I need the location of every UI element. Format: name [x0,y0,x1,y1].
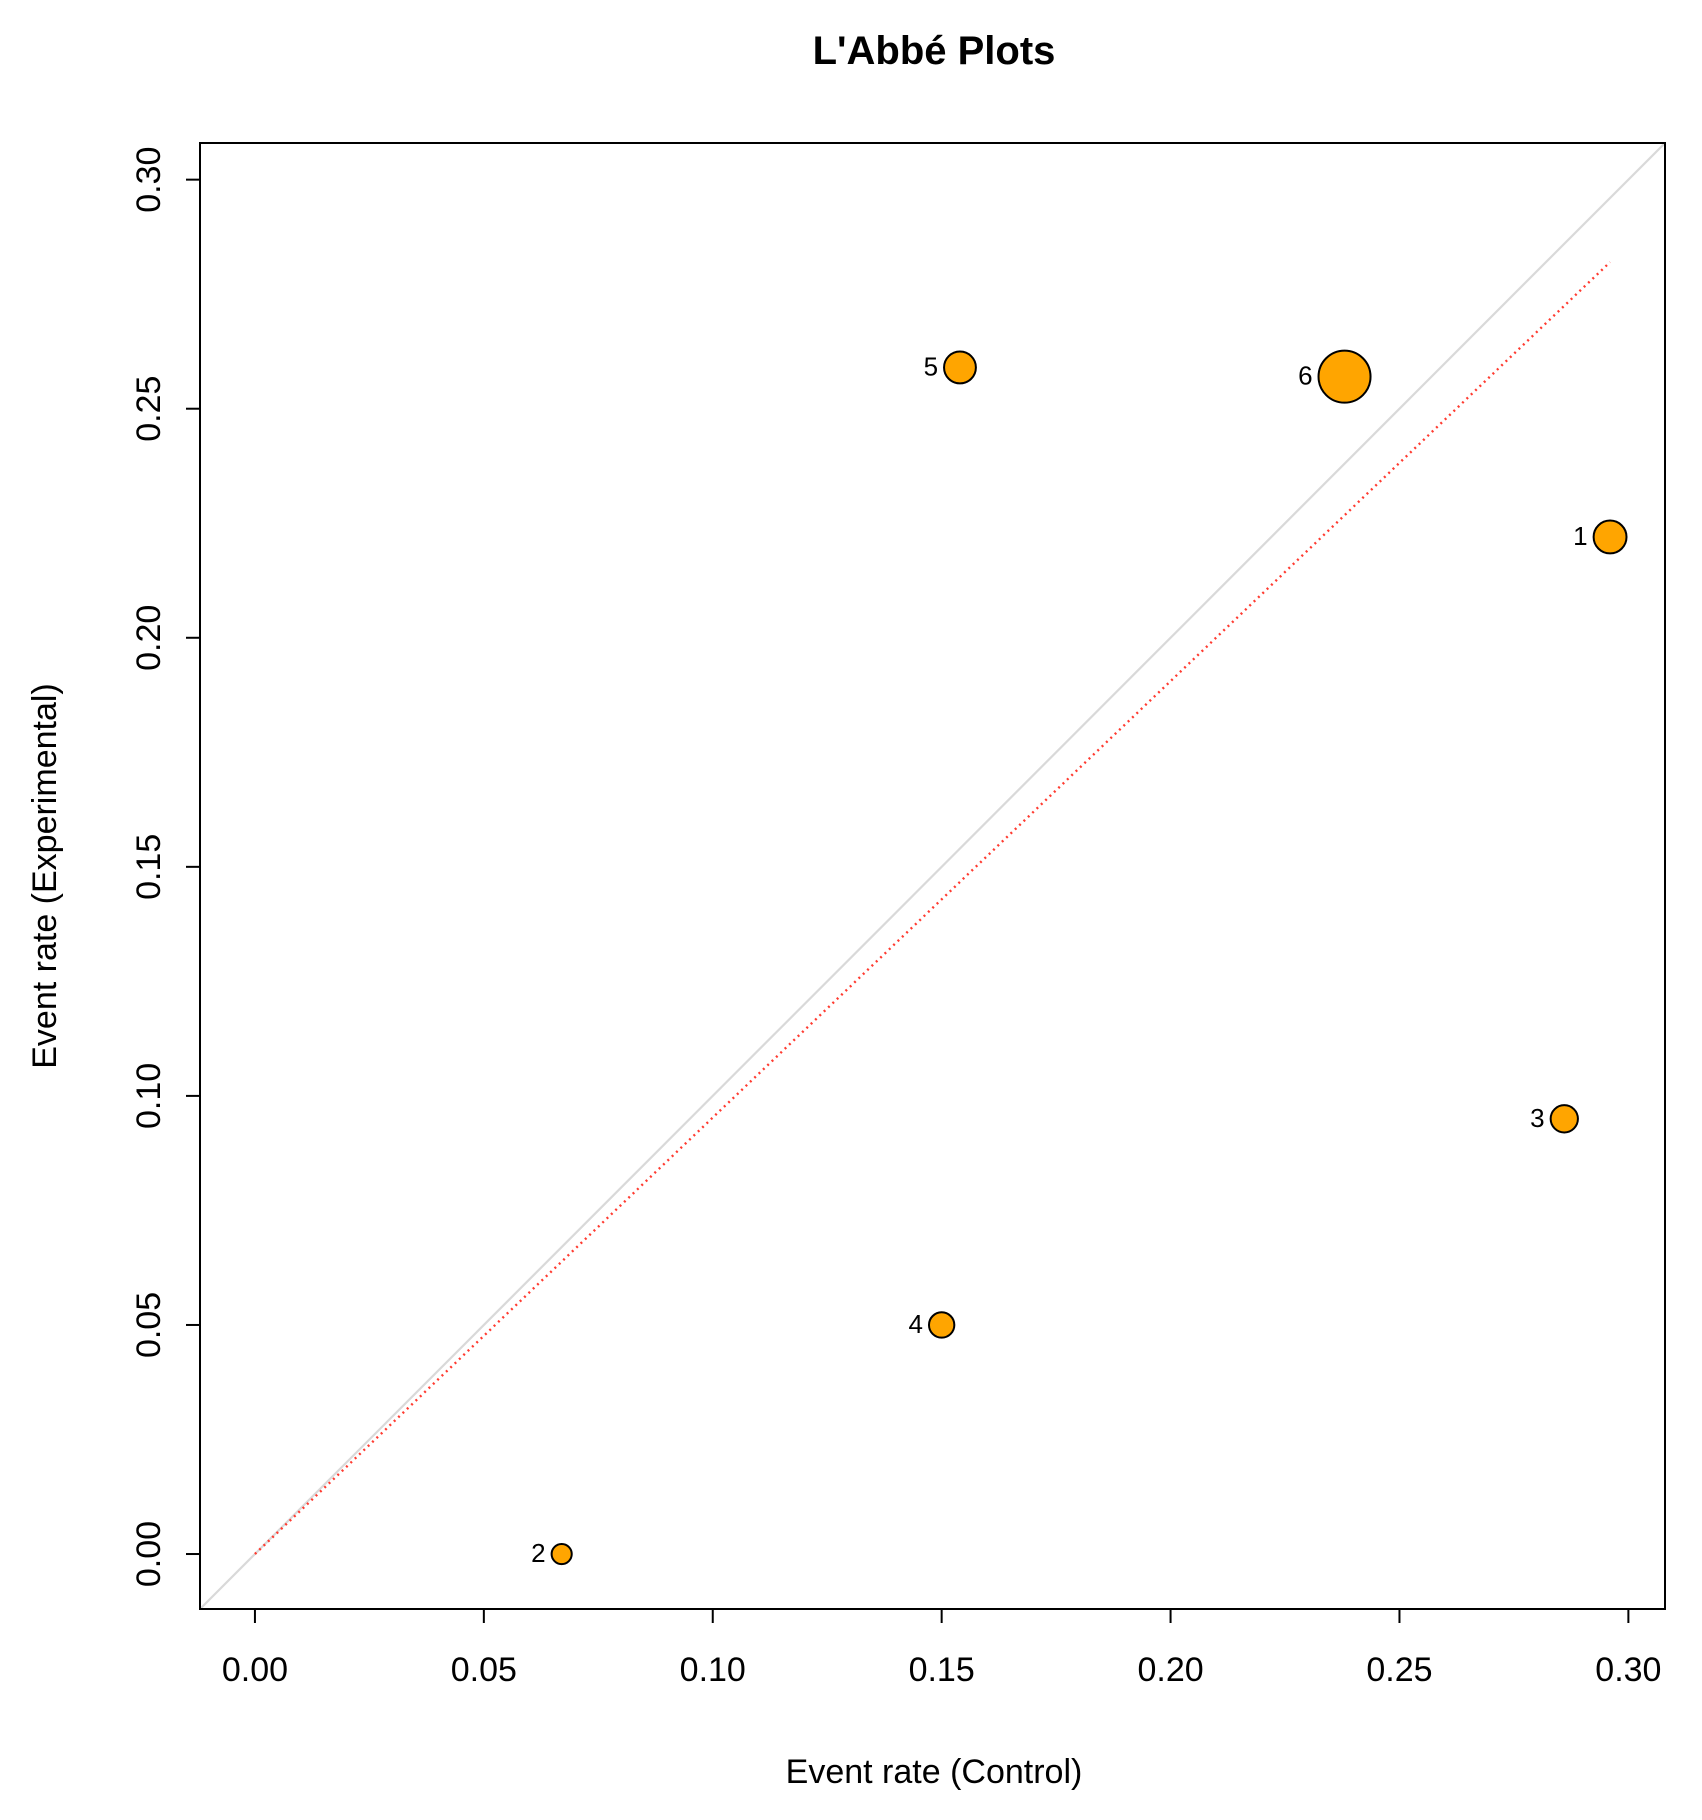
plot-area: 0.00 0.05 0.10 0.15 0.20 0.25 0.30 0.00 0.05 0.10… [130,142,1666,1689]
study-label-4: 4 [909,1309,923,1339]
x-tick-label: 0.15 [909,1651,975,1689]
study-label-3: 3 [1530,1103,1544,1133]
study-point-5 [943,350,977,385]
x-tick-label: 0.10 [680,1651,746,1689]
study-label-2: 2 [531,1538,545,1568]
study-point-2 [550,1542,573,1566]
y-axis-title: Event rate (Experimental) [26,683,64,1069]
y-tick-label: 0.30 [130,147,168,213]
study-label-6: 6 [1298,361,1312,391]
study-point-3 [1549,1104,1579,1134]
x-tick-label: 0.25 [1366,1651,1432,1689]
y-tick-label: 0.20 [130,605,168,671]
study-point-1 [1592,519,1628,555]
y-tick-label: 0.10 [130,1063,168,1129]
y-tick-label: 0.00 [130,1521,168,1587]
study-label-1: 1 [1573,521,1587,551]
study-point-4 [927,1311,956,1339]
study-point-6 [1317,349,1372,404]
y-tick-label: 0.25 [130,376,168,442]
x-tick-label: 0.00 [222,1651,288,1689]
study-label-5: 5 [924,351,938,381]
reference-line-identity [200,143,1665,1609]
x-tick-label: 0.05 [451,1651,517,1689]
y-tick-label: 0.15 [130,834,168,900]
chart-title: L'Abbé Plots [813,29,1056,73]
reference-line-pooled-effect [254,261,1611,1555]
x-axis-title: Event rate (Control) [786,1753,1083,1791]
y-tick-label: 0.05 [130,1292,168,1358]
x-tick-label: 0.30 [1595,1651,1661,1689]
x-tick-label: 0.20 [1137,1651,1203,1689]
